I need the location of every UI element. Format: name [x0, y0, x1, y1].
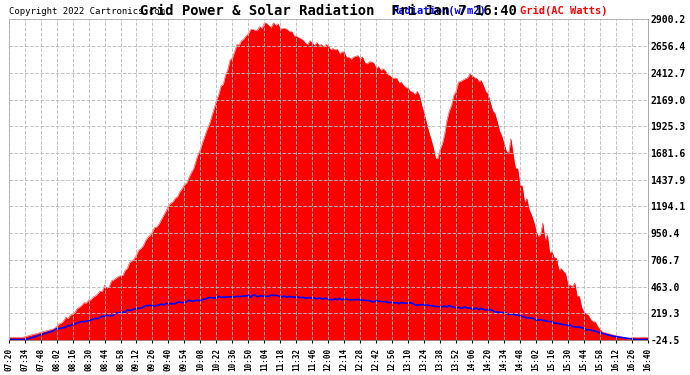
Text: Grid(AC Watts): Grid(AC Watts) [520, 6, 607, 16]
Text: Copyright 2022 Cartronics.com: Copyright 2022 Cartronics.com [9, 7, 164, 16]
Text: Radiation(w/m2): Radiation(w/m2) [392, 6, 486, 16]
Title: Grid Power & Solar Radiation  Fri Jan 7 16:40: Grid Power & Solar Radiation Fri Jan 7 1… [140, 4, 517, 18]
